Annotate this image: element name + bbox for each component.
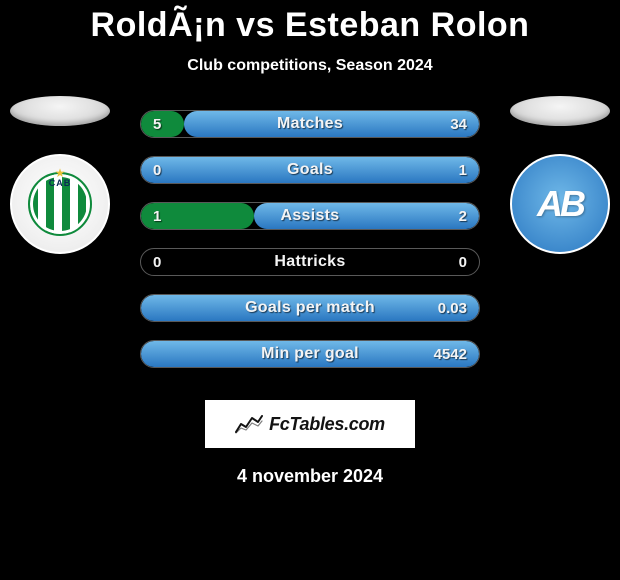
stat-value-right: 1 <box>459 157 467 183</box>
right-crest-initials: AB <box>537 183 583 225</box>
stat-value-right: 0.03 <box>438 295 467 321</box>
left-player-photo <box>10 96 110 126</box>
stat-value-left: 0 <box>153 249 161 275</box>
right-team-crest: AB <box>510 154 610 254</box>
stat-row: Hattricks0 0 <box>140 248 480 276</box>
brand-badge[interactable]: FcTables.com <box>205 400 415 448</box>
right-player-photo <box>510 96 610 126</box>
stat-value-left: 0 <box>153 157 161 183</box>
stat-row: Min per goal4542 <box>140 340 480 368</box>
chart-icon <box>235 414 263 434</box>
left-crest-initials: CAB <box>12 178 108 188</box>
stat-label: Min per goal <box>141 341 479 367</box>
stat-label: Hattricks <box>141 249 479 275</box>
stat-value-right: 34 <box>450 111 467 137</box>
stat-row: Goals0 1 <box>140 156 480 184</box>
stat-value-right: 4542 <box>434 341 467 367</box>
right-player-column: AB <box>510 96 610 254</box>
stat-value-right: 2 <box>459 203 467 229</box>
publish-date: 4 november 2024 <box>0 466 620 487</box>
left-player-column: ★ CAB <box>10 96 110 254</box>
stat-label: Goals <box>141 157 479 183</box>
stat-row: Matches5 34 <box>140 110 480 138</box>
stat-value-right: 0 <box>459 249 467 275</box>
brand-name: FcTables.com <box>269 414 385 435</box>
left-team-crest: ★ CAB <box>10 154 110 254</box>
page-subtitle: Club competitions, Season 2024 <box>0 57 620 75</box>
stat-row: Goals per match0.03 <box>140 294 480 322</box>
comparison-area: ★ CAB AB Matches534Goals01Assists12Hattr… <box>0 110 620 390</box>
stat-label: Goals per match <box>141 295 479 321</box>
page-title: RoldÃ¡n vs Esteban Rolon <box>0 6 620 45</box>
stat-label: Assists <box>141 203 479 229</box>
stat-label: Matches <box>141 111 479 137</box>
stat-row: Assists1 2 <box>140 202 480 230</box>
stat-bars: Matches534Goals01Assists12Hattricks00Goa… <box>140 110 480 386</box>
header: RoldÃ¡n vs Esteban Rolon Club competitio… <box>0 0 620 75</box>
stat-value-left: 5 <box>153 111 161 137</box>
stat-value-left: 1 <box>153 203 161 229</box>
